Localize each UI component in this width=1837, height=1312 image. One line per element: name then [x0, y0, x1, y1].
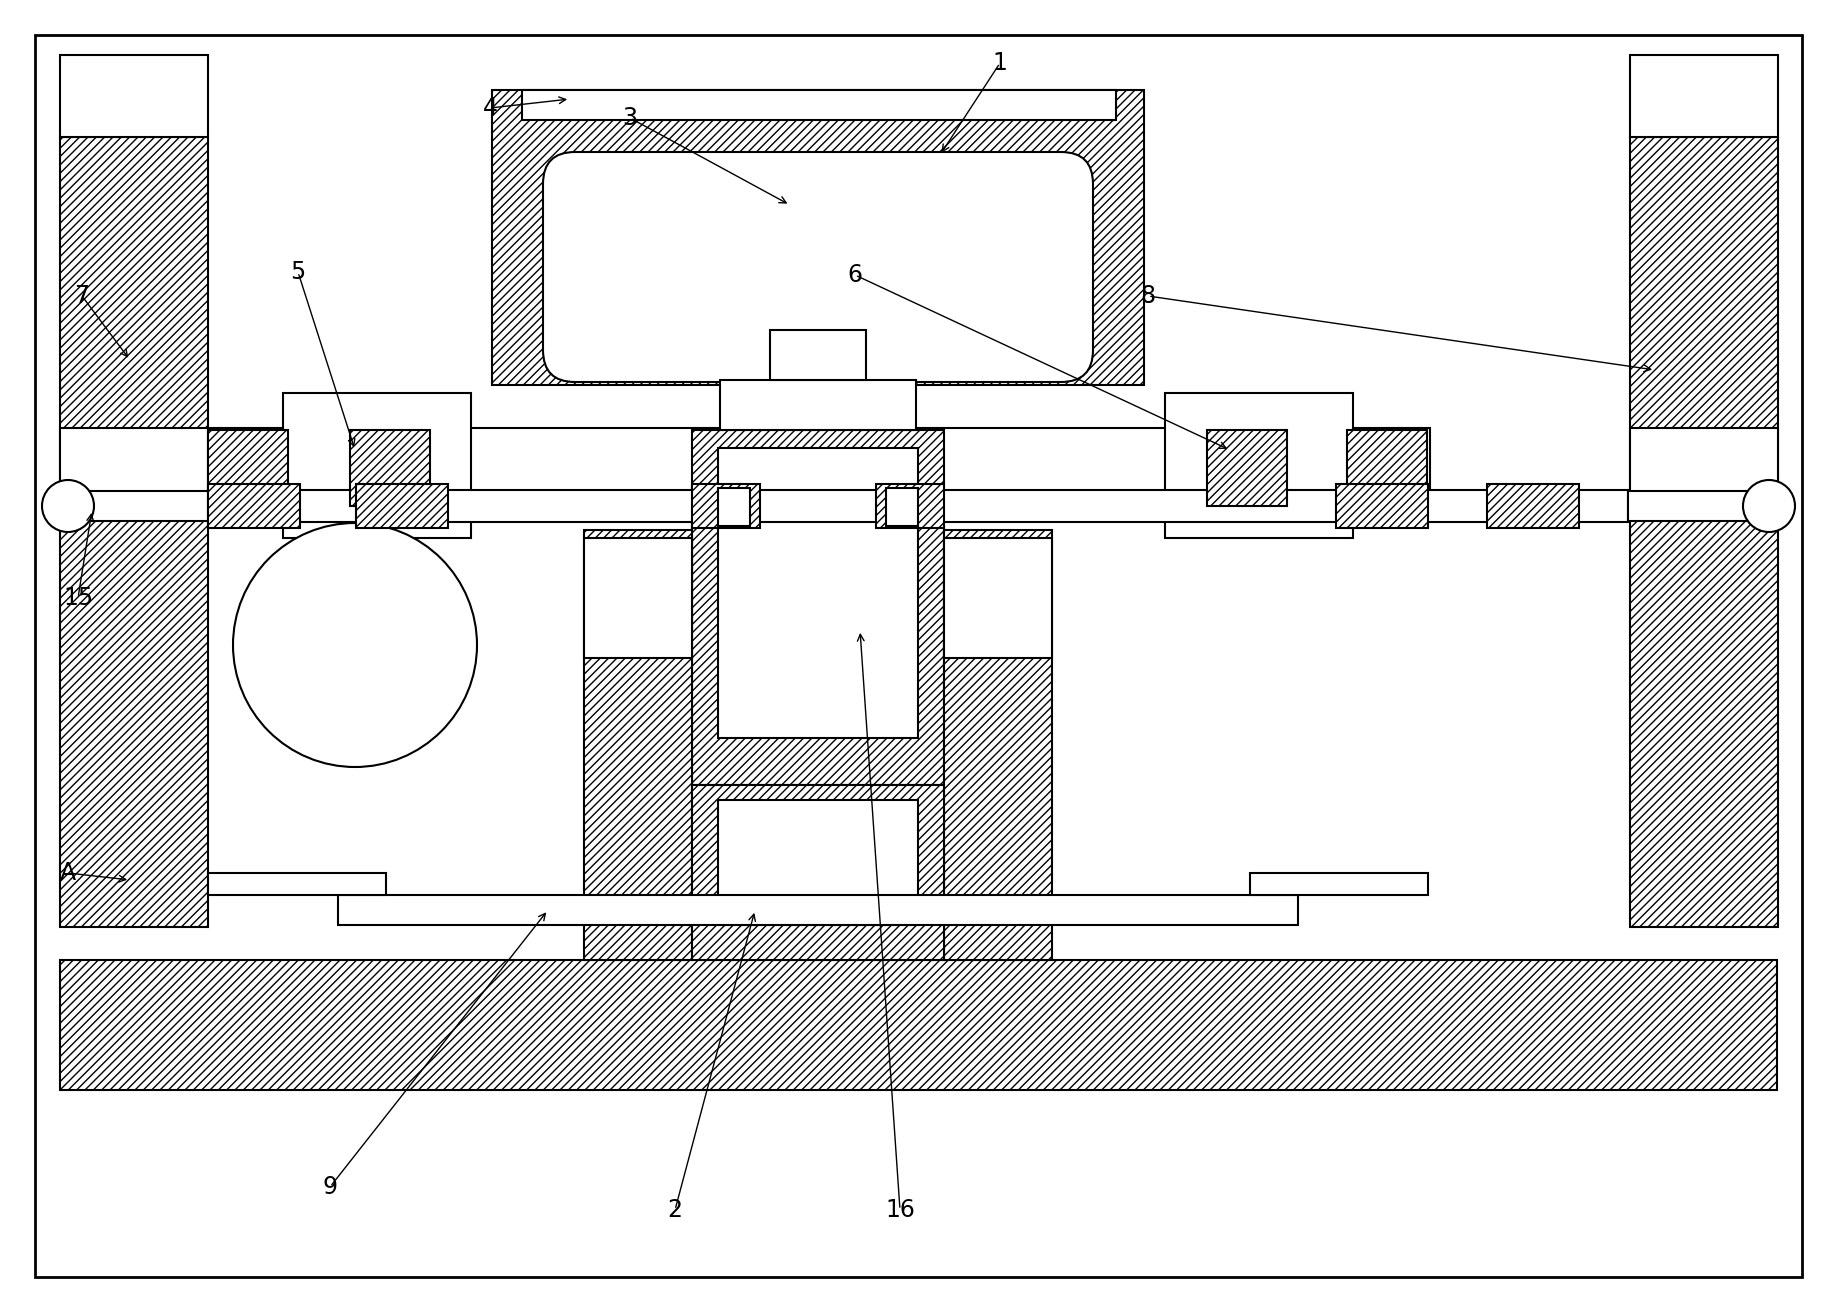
Bar	[208, 484, 299, 527]
Bar	[61, 136, 208, 928]
Bar	[208, 430, 288, 506]
Bar	[718, 488, 749, 526]
Bar	[1207, 430, 1288, 506]
Bar	[917, 428, 1429, 508]
Text: A: A	[61, 861, 75, 886]
Bar	[61, 428, 208, 508]
Bar	[584, 530, 693, 960]
Bar	[1249, 872, 1427, 895]
Bar	[208, 872, 386, 895]
Bar	[338, 895, 1299, 925]
Bar	[885, 488, 918, 526]
Bar	[356, 484, 448, 527]
Bar	[1347, 430, 1427, 506]
Text: 6: 6	[847, 262, 863, 287]
Text: 2: 2	[667, 1198, 683, 1221]
Bar	[693, 430, 944, 785]
Bar	[351, 430, 430, 506]
Text: 5: 5	[290, 260, 305, 283]
Bar	[283, 394, 470, 538]
Bar	[944, 530, 1053, 960]
Bar	[1165, 394, 1354, 538]
Circle shape	[42, 480, 94, 531]
Bar	[693, 785, 944, 960]
FancyBboxPatch shape	[544, 152, 1093, 382]
Bar	[876, 484, 944, 527]
Bar	[522, 91, 1117, 119]
Circle shape	[1743, 480, 1795, 531]
Bar	[1628, 491, 1776, 521]
Bar	[1486, 484, 1580, 527]
Bar	[1335, 484, 1427, 527]
Bar	[1629, 428, 1778, 508]
Text: 16: 16	[885, 1198, 915, 1221]
Bar	[944, 538, 1053, 659]
Bar	[718, 447, 918, 737]
Text: 8: 8	[1141, 283, 1155, 308]
Bar	[718, 800, 918, 925]
Bar	[770, 331, 865, 380]
Bar	[208, 489, 1628, 522]
Text: 4: 4	[483, 96, 498, 119]
Bar	[492, 91, 1144, 384]
Bar	[720, 380, 917, 430]
Circle shape	[233, 523, 478, 768]
Bar	[61, 960, 1776, 1090]
Bar	[208, 428, 720, 508]
Bar	[61, 55, 208, 136]
Bar	[61, 491, 208, 521]
Text: 1: 1	[992, 51, 1007, 75]
Text: 3: 3	[623, 106, 637, 130]
Bar	[584, 538, 693, 659]
Text: 7: 7	[75, 283, 90, 308]
Bar	[693, 484, 761, 527]
Bar	[1629, 136, 1778, 928]
Bar	[1629, 55, 1778, 136]
Text: 15: 15	[62, 586, 94, 610]
Text: 9: 9	[323, 1176, 338, 1199]
